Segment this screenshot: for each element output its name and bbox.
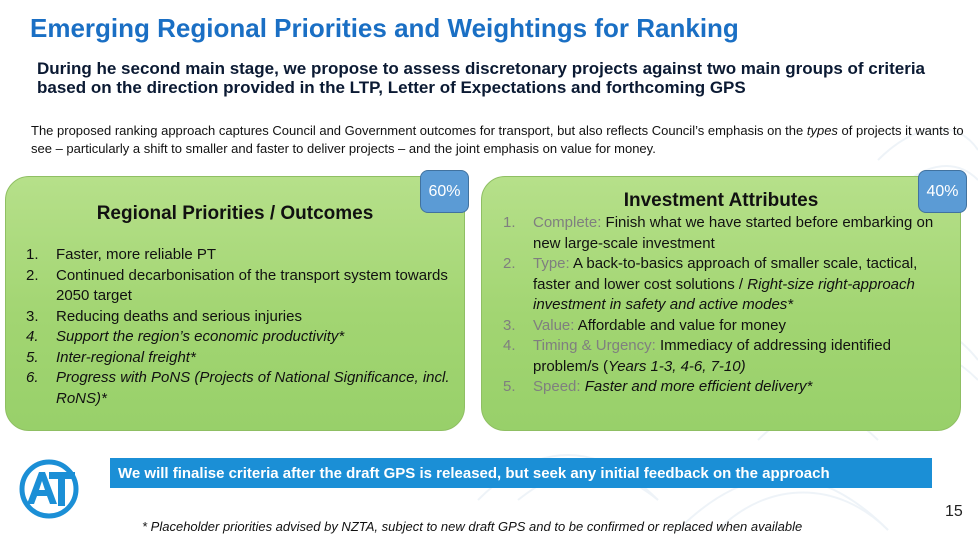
item-number: 6. [26,369,39,386]
item-key: Value: [533,316,575,334]
investment-attributes-list: 1. Complete: Finish what we have started … [503,213,948,398]
slide-title: Emerging Regional Priorities and Weighti… [30,13,739,43]
list-item: 1. Complete: Finish what we have started … [503,213,948,254]
item-text: Complete: Finish what we have started be… [533,213,948,254]
item-number: 5. [26,348,39,366]
item-number: 4. [503,337,516,354]
page-number: 15 [945,503,963,520]
item-text: Type: A back-to-basics approach of small… [533,254,948,316]
item-number: 2. [26,266,39,284]
item-key: Type: [533,255,570,272]
item-number: 3. [503,316,516,334]
auckland-transport-logo-icon [19,459,79,519]
item-emphasis: Years 1-3, 4-6, 7-10) [608,357,746,375]
list-item: 4. Timing & Urgency: Immediacy of address… [503,336,948,377]
investment-attributes-panel: Investment Attributes 40% 1. Complete: Fi… [481,170,967,431]
item-text: Timing & Urgency: Immediacy of addressin… [533,336,948,377]
item-number: 2. [503,255,516,272]
regional-priorities-heading: Regional Priorities / Outcomes [96,203,374,224]
investment-attributes-heading: Investment Attributes [623,190,819,211]
list-item: 2. Continued decarbonisation of the trans… [26,266,456,307]
item-number: 4. [26,328,39,345]
regional-priorities-list: 1. Faster, more reliable PT 2. Continued d… [26,245,456,409]
intro-paragraph: The proposed ranking approach captures C… [31,122,976,158]
item-body: A back-to-basics approach of smaller sca… [533,255,918,293]
item-body: Immediacy of addressing identified probl… [533,337,891,375]
footnote: * Placeholder priorities advised by NZTA… [142,519,803,534]
item-key: Complete: [533,214,602,231]
item-key: Speed: [533,378,581,395]
list-item: 3. Value: Affordable and value for money [503,316,948,337]
list-item: 2. Type: A back-to-basics approach of sma… [503,254,948,316]
item-number: 1. [26,246,39,263]
feedback-banner: We will finalise criteria after the draf… [110,458,932,488]
regional-priorities-panel: Regional Priorities / Outcomes 60% 1. Fas… [5,170,469,431]
item-text: Continued decarbonisation of the transpo… [56,266,448,305]
list-item: 1. Faster, more reliable PT [26,245,456,266]
item-key: Timing & Urgency: [533,337,656,354]
item-body: Finish what we have started before embar… [533,214,934,252]
item-emphasis: Right-size right-approach investment in … [533,275,915,314]
list-item: 5. Inter-regional freight* [26,348,456,369]
intro-text-end: of projects it wants to see – particular… [31,123,964,156]
item-emphasis: Faster and more efficient delivery* [584,378,813,395]
intro-text-emphasis: types [806,123,838,138]
item-number: 3. [26,307,39,325]
list-item: 5. Speed: Faster and more efficient deliv… [503,377,948,398]
intro-text-start: The proposed ranking approach captures C… [31,123,807,138]
item-text: Reducing deaths and serious injuries [56,307,302,325]
investment-attributes-weight-badge: 40% [918,170,967,213]
item-number: 5. [503,378,516,395]
regional-priorities-weight-badge: 60% [420,170,469,213]
item-number: 1. [503,214,516,231]
item-text: Faster, more reliable PT [56,246,217,263]
list-item: 4. Support the region’s economic producti… [26,327,456,348]
list-item: 3. Reducing deaths and serious injuries [26,307,456,328]
item-text: Progress with PoNS (Projects of National… [56,369,450,407]
item-text: Support the region’s economic productivi… [56,328,345,345]
item-text: Value: Affordable and value for money [533,316,786,337]
item-text: Speed: Faster and more efficient deliver… [533,377,812,398]
item-text: Inter-regional freight* [56,348,196,366]
list-item: 6. Progress with PoNS (Projects of Nation… [26,368,456,409]
item-body: Affordable and value for money [574,316,786,334]
slide-subtitle: During he second main stage, we propose … [37,59,926,97]
